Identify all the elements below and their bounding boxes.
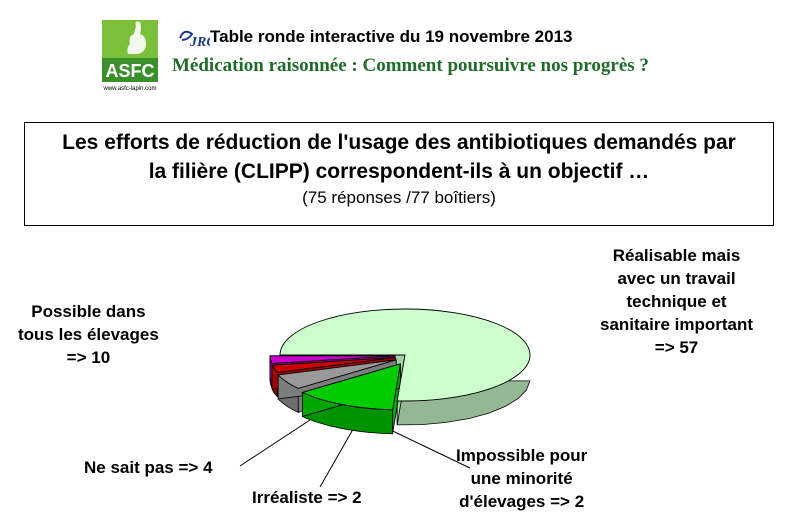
jrc-logo-icon: JRC xyxy=(176,26,216,55)
slice-label-1: Possible dans tous les élevages => 10 xyxy=(18,300,159,369)
question-box: Les efforts de réduction de l'usage des … xyxy=(24,122,774,226)
slice-label-1-line-0: Possible dans xyxy=(31,302,146,321)
logo-url: www.asfc-lapin.com xyxy=(102,86,156,92)
question-line-2: la filière (CLIPP) correspondent-ils à u… xyxy=(148,160,650,183)
slice-label-0-line-0: Réalisable mais xyxy=(612,246,741,265)
slice-label-0-line-4: => 57 xyxy=(654,338,699,357)
slice-label-0-line-1: avec un travail xyxy=(617,269,736,288)
slice-label-4: Impossible pour une minorité d'élevages =>… xyxy=(456,444,587,513)
conference-subtitle: Médication raisonnée : Comment poursuivr… xyxy=(172,55,649,76)
slice-label-2: Ne sait pas => 4 xyxy=(84,456,213,479)
slice-label-0-line-3: sanitaire important xyxy=(600,315,754,334)
slice-label-4-line-2: d'élevages => 2 xyxy=(459,492,585,511)
pie-slice-1 xyxy=(301,363,401,411)
slice-label-1-line-1: tous les élevages xyxy=(18,325,159,344)
slice-label-2-line-0: Ne sait pas => 4 xyxy=(84,458,213,477)
slice-label-0: Réalisable mais avec un travail technique … xyxy=(600,244,753,359)
pie-slice-4 xyxy=(269,355,396,364)
slice-label-4-line-1: une minorité xyxy=(470,469,573,488)
slice-label-4-line-0: Impossible pour xyxy=(456,446,588,465)
question-line-1: Les efforts de réduction de l'usage des … xyxy=(62,131,736,154)
pie-slice-0 xyxy=(279,308,531,402)
pie-slice-2 xyxy=(277,359,397,389)
jrc-text: JRC xyxy=(189,35,210,50)
logo-text: ASFC xyxy=(106,61,155,81)
leader-line-4 xyxy=(379,424,471,469)
response-count-note: (75 réponses /77 boîtiers) xyxy=(302,188,496,207)
conference-title: Table ronde interactive du 19 novembre 2… xyxy=(210,27,573,46)
slice-label-1-line-2: => 10 xyxy=(66,348,111,367)
slice-label-3-line-0: Irréaliste => 2 xyxy=(252,488,362,507)
pie-slice-3 xyxy=(271,357,396,374)
leader-line-2 xyxy=(239,419,311,467)
slice-label-0-line-2: technique et xyxy=(626,292,727,311)
asfc-logo: ASFC www.asfc-lapin.com xyxy=(100,20,160,92)
leader-line-3 xyxy=(319,423,357,488)
slice-label-3: Irréaliste => 2 xyxy=(252,486,362,509)
